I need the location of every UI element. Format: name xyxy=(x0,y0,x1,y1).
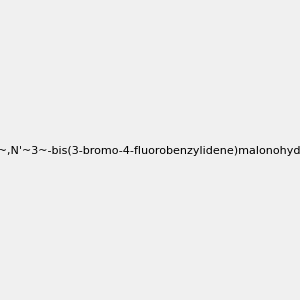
Text: N'~1~,N'~3~-bis(3-bromo-4-fluorobenzylidene)malonohydrazide: N'~1~,N'~3~-bis(3-bromo-4-fluorobenzylid… xyxy=(0,146,300,157)
